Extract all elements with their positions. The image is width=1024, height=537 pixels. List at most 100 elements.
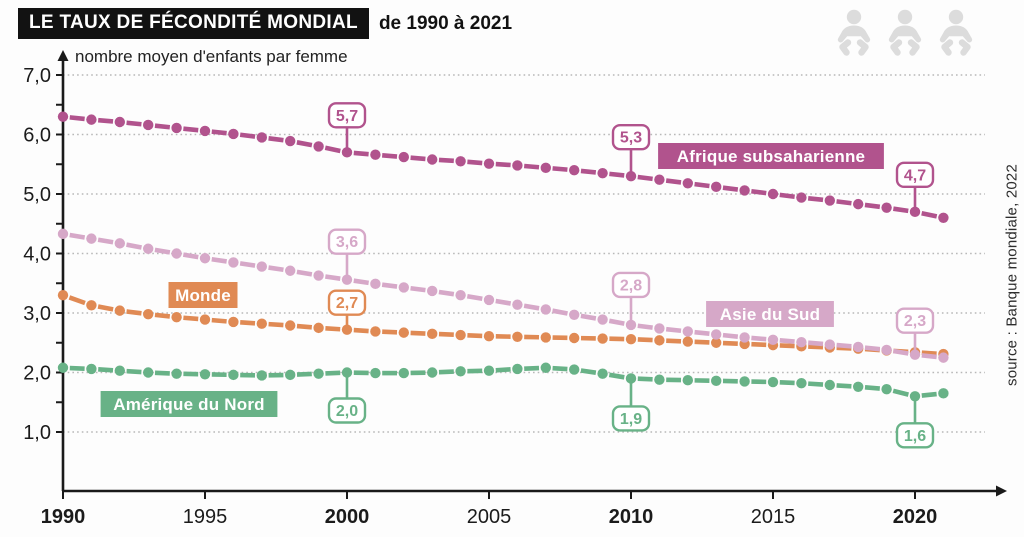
data-point-amerique-du-nord bbox=[57, 362, 69, 373]
data-point-amerique-du-nord bbox=[114, 365, 126, 376]
data-point-amerique-du-nord bbox=[654, 374, 665, 385]
series-label-amerique-du-nord: Amérique du Nord bbox=[100, 391, 278, 417]
data-point-afrique-subsaharienne bbox=[654, 174, 665, 185]
y-tick-label: 1,0 bbox=[23, 422, 51, 444]
series-dash-afrique-subsaharienne bbox=[69, 115, 85, 122]
series-dash-asie-du-sud bbox=[466, 294, 483, 302]
y-tick-label: 6,0 bbox=[23, 125, 51, 147]
callout-value: 5,3 bbox=[620, 130, 642, 147]
data-point-amerique-du-nord bbox=[711, 375, 722, 387]
series-dash-asie-du-sud bbox=[97, 237, 114, 245]
data-point-afrique-subsaharienne bbox=[228, 128, 239, 140]
data-point-monde bbox=[143, 308, 154, 320]
data-point-asie-du-sud bbox=[427, 285, 438, 297]
callout-box bbox=[327, 397, 367, 424]
data-point-amerique-du-nord bbox=[86, 363, 97, 375]
data-point-amerique-du-nord bbox=[938, 388, 949, 399]
series-dash-monde bbox=[353, 327, 369, 334]
data-point-monde bbox=[256, 318, 267, 329]
callout-value: 2,0 bbox=[336, 403, 358, 420]
data-point-afrique-subsaharienne bbox=[597, 167, 608, 179]
series-dash-afrique-subsaharienne bbox=[807, 195, 824, 203]
series-label-monde: Monde bbox=[168, 282, 238, 308]
series-dash-amerique-du-nord bbox=[580, 368, 597, 375]
series-dash-monde bbox=[97, 304, 114, 312]
series-dash-asie-du-sud bbox=[324, 274, 341, 281]
series-dash-amerique-du-nord bbox=[779, 380, 795, 386]
series-dash-monde bbox=[183, 315, 199, 322]
series-dash-afrique-subsaharienne bbox=[864, 202, 881, 210]
x-tick-label: 2000 bbox=[325, 506, 370, 528]
data-point-afrique-subsaharienne bbox=[881, 202, 892, 213]
data-point-monde bbox=[427, 328, 438, 340]
x-tick-label: 2020 bbox=[893, 506, 938, 528]
data-point-asie-du-sud bbox=[114, 238, 126, 249]
series-dash-asie-du-sud bbox=[807, 340, 824, 347]
series-dash-amerique-du-nord bbox=[552, 365, 568, 372]
series-dash-asie-du-sud bbox=[239, 261, 256, 268]
data-point-amerique-du-nord bbox=[540, 362, 551, 373]
series-label-text: Asie du Sud bbox=[720, 305, 820, 324]
data-point-amerique-du-nord bbox=[228, 369, 239, 381]
callout-value: 2,7 bbox=[336, 295, 358, 312]
series-dash-afrique-subsaharienne bbox=[381, 153, 398, 159]
series-dash-amerique-du-nord bbox=[438, 369, 454, 375]
series-dash-afrique-subsaharienne bbox=[467, 159, 483, 166]
data-point-asie-du-sud bbox=[199, 253, 211, 264]
data-point-asie-du-sud bbox=[796, 336, 807, 348]
data-point-amerique-du-nord bbox=[739, 376, 750, 387]
series-dash-monde bbox=[325, 326, 341, 332]
data-point-afrique-subsaharienne bbox=[86, 114, 97, 125]
data-point-afrique-subsaharienne bbox=[171, 122, 182, 134]
series-dash-afrique-subsaharienne bbox=[126, 120, 142, 127]
x-tick-label: 2005 bbox=[467, 506, 512, 528]
baby-icon bbox=[939, 9, 973, 56]
data-point-asie-du-sud bbox=[86, 233, 97, 244]
data-point-monde bbox=[171, 311, 182, 323]
data-point-asie-du-sud bbox=[767, 334, 779, 345]
data-callout-amerique-du-nord: 1,6 bbox=[895, 396, 935, 449]
series-dash-afrique-subsaharienne bbox=[211, 129, 227, 136]
data-callout-asie-du-sud: 2,3 bbox=[895, 307, 935, 355]
data-point-monde bbox=[654, 335, 665, 346]
data-callout-afrique-subsaharienne: 4,7 bbox=[895, 161, 935, 212]
data-point-monde bbox=[483, 331, 495, 342]
data-point-amerique-du-nord bbox=[199, 369, 211, 380]
series-dash-monde bbox=[68, 295, 86, 306]
series-dash-amerique-du-nord bbox=[637, 376, 653, 382]
series-asie-du-sud bbox=[57, 228, 949, 363]
data-point-amerique-du-nord bbox=[512, 363, 523, 375]
baby-icon bbox=[837, 9, 871, 56]
data-point-monde bbox=[370, 326, 381, 337]
data-point-afrique-subsaharienne bbox=[114, 116, 126, 128]
data-point-asie-du-sud bbox=[597, 314, 608, 325]
series-dash-monde bbox=[694, 339, 710, 345]
data-point-monde bbox=[597, 333, 608, 344]
series-dash-asie-du-sud bbox=[211, 256, 228, 264]
y-tick-label: 7,0 bbox=[23, 65, 51, 87]
data-point-amerique-du-nord bbox=[682, 375, 693, 386]
series-dash-monde bbox=[211, 317, 227, 324]
data-point-asie-du-sud bbox=[881, 344, 892, 356]
series-dash-asie-du-sud bbox=[892, 348, 909, 356]
series-dash-asie-du-sud bbox=[154, 247, 171, 255]
series-dash-monde bbox=[268, 321, 284, 328]
series-dash-afrique-subsaharienne bbox=[183, 126, 199, 133]
data-point-monde bbox=[313, 322, 324, 334]
callout-box bbox=[895, 422, 935, 449]
data-point-amerique-du-nord bbox=[569, 364, 580, 375]
data-callout-asie-du-sud: 2,8 bbox=[611, 271, 651, 325]
data-point-asie-du-sud bbox=[398, 282, 409, 293]
series-dash-monde bbox=[240, 320, 256, 326]
series-dash-amerique-du-nord bbox=[98, 367, 114, 373]
series-dash-amerique-du-nord bbox=[296, 371, 312, 377]
series-dash-amerique-du-nord bbox=[495, 367, 511, 373]
series-dash-monde bbox=[666, 338, 682, 344]
data-callout-afrique-subsaharienne: 5,3 bbox=[611, 123, 651, 177]
data-point-monde bbox=[228, 316, 239, 328]
data-callout-monde: 2,7 bbox=[327, 289, 367, 330]
series-dash-afrique-subsaharienne bbox=[268, 136, 284, 143]
series-dash-amerique-du-nord bbox=[808, 381, 824, 387]
series-dash-amerique-du-nord bbox=[69, 365, 85, 371]
